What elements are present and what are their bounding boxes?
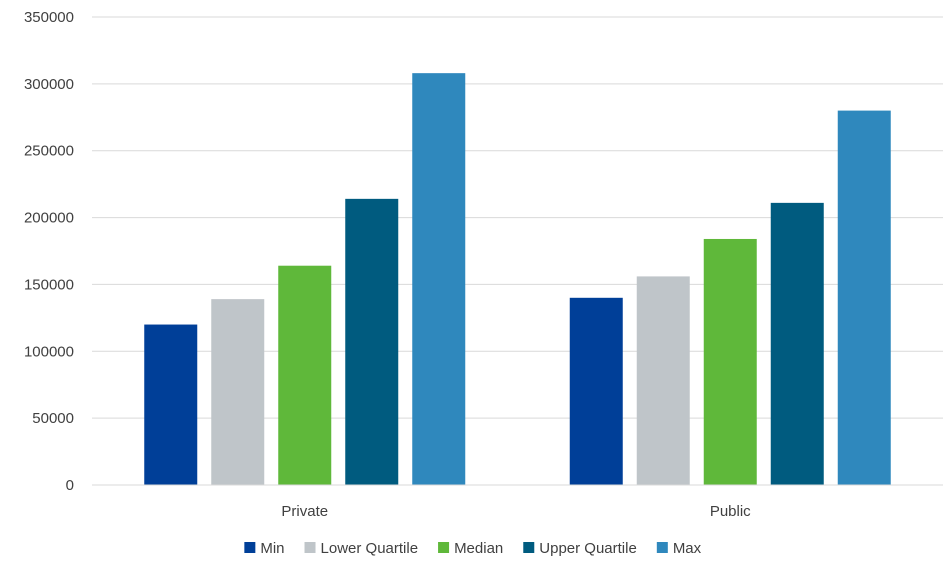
bar-private-max [412, 73, 466, 485]
legend-swatch-max [656, 542, 668, 553]
bar-public-min [569, 297, 623, 485]
x-axis-category-labels: Private Public [281, 503, 751, 520]
bar-public-median [703, 238, 757, 485]
bar-private-min [144, 324, 198, 485]
legend-swatch-median [438, 542, 450, 553]
bar-public-max [837, 110, 891, 485]
bars [144, 73, 891, 485]
legend-label-lower-quartile: Lower Quartile [321, 540, 419, 557]
y-axis-tick-labels: 0 50000 100000 150000 200000 250000 300000 3500… [24, 9, 74, 494]
y-tick-label-150000: 150000 [24, 276, 74, 293]
x-category-label-public: Public [710, 503, 751, 520]
bar-public-lower-quartile [636, 276, 690, 485]
legend-label-median: Median [454, 540, 503, 557]
y-tick-label-300000: 300000 [24, 76, 74, 93]
legend: Min Lower Quartile Median Upper Quartile Max [244, 540, 702, 557]
y-tick-label-200000: 200000 [24, 210, 74, 227]
legend-swatch-min [244, 542, 256, 553]
legend-label-min: Min [260, 540, 284, 557]
y-tick-label-0: 0 [66, 477, 74, 494]
bar-private-median [278, 265, 332, 485]
legend-swatch-upper-quartile [523, 542, 535, 553]
y-tick-label-50000: 50000 [32, 410, 74, 427]
y-tick-label-100000: 100000 [24, 343, 74, 360]
legend-label-max: Max [673, 540, 702, 557]
legend-label-upper-quartile: Upper Quartile [539, 540, 637, 557]
x-category-label-private: Private [281, 503, 328, 520]
bar-public-upper-quartile [770, 202, 824, 485]
y-tick-label-250000: 250000 [24, 143, 74, 160]
y-tick-label-350000: 350000 [24, 9, 74, 26]
legend-swatch-lower-quartile [304, 542, 316, 553]
bar-private-upper-quartile [345, 198, 399, 485]
bar-private-lower-quartile [211, 299, 265, 485]
